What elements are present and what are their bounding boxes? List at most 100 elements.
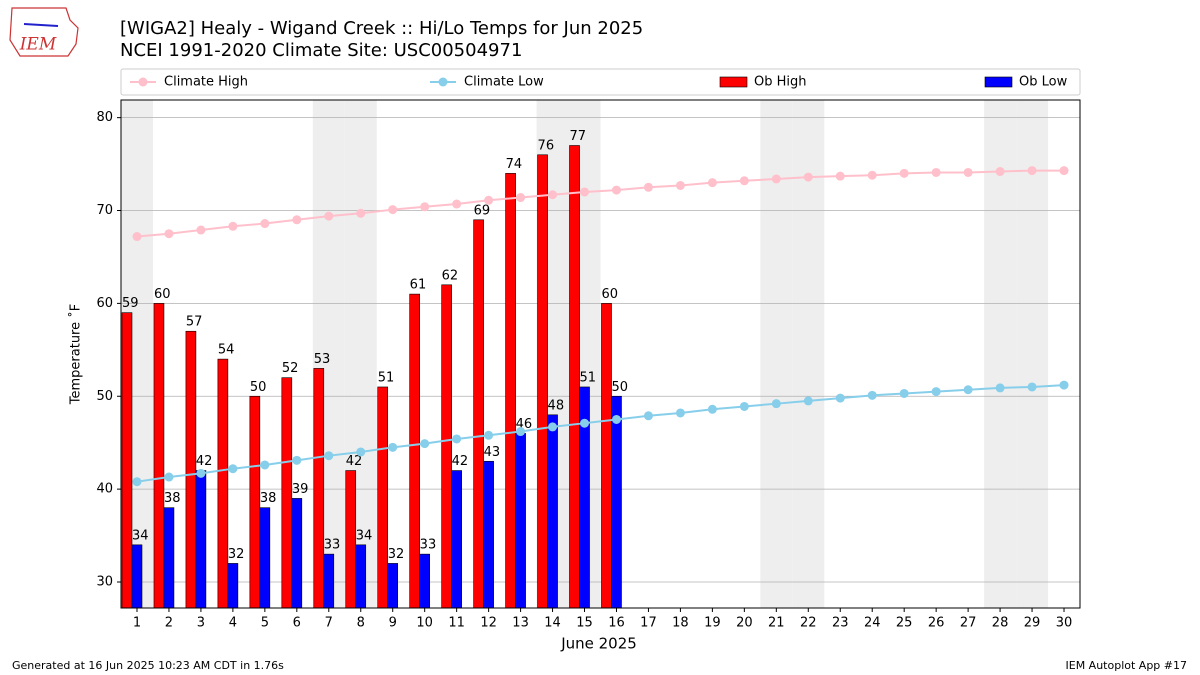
marker xyxy=(771,399,781,409)
marker xyxy=(931,167,941,177)
x-tick-label: 8 xyxy=(357,616,365,631)
y-tick-label: 30 xyxy=(96,574,113,589)
marker xyxy=(739,401,749,411)
bar xyxy=(259,507,271,609)
y-axis-label: Temperature ˚F xyxy=(68,304,84,405)
line xyxy=(136,169,1065,238)
value-label: 43 xyxy=(484,445,501,460)
marker xyxy=(260,219,270,229)
marker xyxy=(771,174,781,184)
marker xyxy=(484,430,494,440)
x-tick-label: 22 xyxy=(800,616,817,631)
logo: IEM xyxy=(9,7,79,57)
bar xyxy=(153,303,165,609)
x-tick-label: 20 xyxy=(736,616,753,631)
marker xyxy=(643,411,653,421)
marker xyxy=(228,221,238,231)
x-tick-label: 10 xyxy=(416,616,433,631)
marker xyxy=(1059,166,1069,176)
x-tick-label: 18 xyxy=(672,616,689,631)
legend-label: Climate Low xyxy=(464,75,544,90)
marker xyxy=(292,215,302,225)
marker xyxy=(995,167,1005,177)
y-tick-label: 80 xyxy=(96,110,113,125)
marker xyxy=(132,232,142,242)
marker xyxy=(899,168,909,178)
weekend-shade xyxy=(984,100,1017,608)
marker xyxy=(835,171,845,181)
marker xyxy=(356,208,366,218)
marker xyxy=(675,408,685,418)
y-tick-label: 70 xyxy=(96,203,113,218)
y-tick-label: 60 xyxy=(96,296,113,311)
value-label: 42 xyxy=(452,454,469,469)
value-label: 42 xyxy=(196,454,213,469)
marker xyxy=(260,460,270,470)
x-tick-label: 9 xyxy=(389,616,397,631)
marker xyxy=(707,404,717,414)
legend-marker xyxy=(438,77,448,87)
value-label: 42 xyxy=(346,454,363,469)
bar xyxy=(515,433,526,609)
bar xyxy=(217,358,229,609)
bar xyxy=(409,293,420,609)
legend-swatch xyxy=(984,76,1013,88)
marker xyxy=(196,225,206,235)
bar xyxy=(483,460,494,609)
marker xyxy=(1027,166,1037,176)
bar xyxy=(195,470,207,609)
value-label: 32 xyxy=(228,547,245,562)
value-label: 33 xyxy=(420,538,437,553)
plot-frame xyxy=(120,99,1081,609)
x-tick-label: 13 xyxy=(512,616,529,631)
bar xyxy=(569,145,580,609)
marker xyxy=(420,439,430,449)
marker xyxy=(292,455,302,465)
value-label: 48 xyxy=(548,398,565,413)
bar xyxy=(313,368,325,609)
marker xyxy=(164,229,174,239)
weekend-shade xyxy=(1016,100,1049,608)
marker xyxy=(388,205,398,215)
x-tick-label: 29 xyxy=(1024,616,1041,631)
value-label: 69 xyxy=(474,203,491,218)
value-label: 57 xyxy=(186,315,203,330)
value-label: 34 xyxy=(132,528,149,543)
value-label: 51 xyxy=(378,370,395,385)
x-tick-label: 21 xyxy=(768,616,785,631)
x-tick-label: 5 xyxy=(261,616,269,631)
value-label: 61 xyxy=(410,278,427,293)
legend-label: Ob Low xyxy=(1019,75,1068,90)
logo-line xyxy=(23,23,59,27)
x-tick-label: 25 xyxy=(896,616,913,631)
marker xyxy=(516,427,526,437)
x-tick-label: 27 xyxy=(960,616,977,631)
marker xyxy=(452,434,462,444)
bar xyxy=(473,219,484,609)
x-tick-label: 24 xyxy=(864,616,881,631)
bar xyxy=(131,544,143,609)
marker xyxy=(611,414,621,424)
x-tick-label: 12 xyxy=(480,616,497,631)
marker xyxy=(835,393,845,403)
x-axis-label: June 2025 xyxy=(560,635,637,653)
value-label: 74 xyxy=(506,157,523,172)
value-label: 38 xyxy=(260,491,277,506)
value-label: 53 xyxy=(314,352,331,367)
marker xyxy=(356,447,366,457)
value-label: 62 xyxy=(442,268,459,283)
marker xyxy=(963,167,973,177)
x-tick-label: 19 xyxy=(704,616,721,631)
x-tick-label: 4 xyxy=(229,616,237,631)
marker xyxy=(452,199,462,209)
value-label: 51 xyxy=(580,370,597,385)
x-tick-label: 11 xyxy=(448,616,465,631)
bar xyxy=(163,507,175,609)
value-label: 50 xyxy=(250,380,267,395)
chart-title: [WIGA2] Healy - Wigand Creek :: Hi/Lo Te… xyxy=(120,18,643,39)
bar xyxy=(547,414,558,609)
marker xyxy=(132,477,142,487)
value-label: 38 xyxy=(164,491,181,506)
x-tick-label: 15 xyxy=(576,616,593,631)
